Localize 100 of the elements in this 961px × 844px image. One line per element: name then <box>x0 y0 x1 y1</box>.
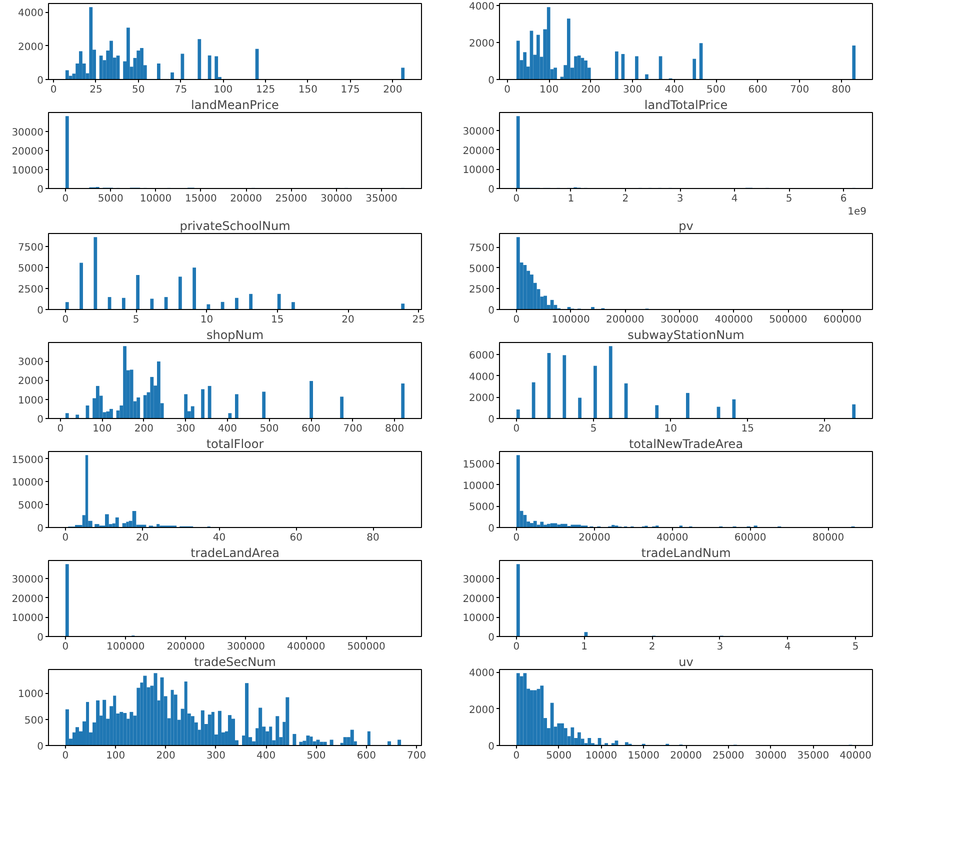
x-tick-label: 500 <box>706 84 726 96</box>
x-tick-label: 500 <box>306 750 326 762</box>
x-tick-label: 600000 <box>823 314 862 326</box>
y-tick-label: 0 <box>37 524 44 534</box>
x-tick-label: 40000 <box>656 532 688 544</box>
x-tick-label: 80000 <box>812 532 844 544</box>
x-tick-label: 100 <box>92 424 112 434</box>
x-tick-label: 5 <box>132 314 140 326</box>
x-tick-label: 35000 <box>366 194 398 204</box>
y-tick-label: 20000 <box>462 146 494 157</box>
y-tick-label: 7500 <box>469 243 495 254</box>
x-tick-label: 400 <box>664 84 684 96</box>
x-tick-label: 25000 <box>275 194 308 204</box>
y-tick-label: 0 <box>37 414 44 426</box>
x-tick-label: 3 <box>676 194 684 204</box>
x-tick-label: 100 <box>214 84 233 96</box>
x-tick-label: 75 <box>174 84 188 96</box>
y-tick-label: 0 <box>488 742 495 752</box>
y-tick-label: 0 <box>37 184 44 196</box>
x-tick-label: 600 <box>301 424 321 434</box>
x-tick-label: 15000 <box>628 750 660 762</box>
x-tick-label: 300 <box>623 84 642 96</box>
x-tick-label: 40000 <box>840 750 872 762</box>
x-tick-label: 100 <box>539 84 559 96</box>
y-tick-label: 5000 <box>469 502 495 514</box>
x-tick-label: 60000 <box>734 532 766 544</box>
y-tick-label: 0 <box>37 306 44 316</box>
x-tick-label: 700 <box>343 424 362 434</box>
y-tick-label: 5000 <box>469 264 495 275</box>
x-tick-label: 200 <box>156 750 176 762</box>
x-tick-label: 200000 <box>606 314 644 326</box>
x-tick-label: 40 <box>212 532 226 544</box>
x-tick-label: 700 <box>790 84 810 96</box>
x-tick-label: 800 <box>832 84 851 96</box>
x-tick-label: 100000 <box>106 642 145 652</box>
x-tick-label: 10 <box>664 424 677 434</box>
y-tick-label: 10000 <box>462 480 494 492</box>
x-tick-label: 5000 <box>98 194 124 204</box>
x-tick-label: 25 <box>412 314 426 326</box>
x-tick-label: 5000 <box>546 750 572 762</box>
x-tick-label: 0 <box>513 194 520 204</box>
x-tick-label: 5 <box>852 642 859 652</box>
x-tick-label: 0 <box>50 84 57 96</box>
chart-title: privateSchoolNum <box>180 219 290 233</box>
text: 1e9 <box>848 206 867 218</box>
x-tick-label: 150 <box>298 84 318 96</box>
x-tick-label: 0 <box>513 642 520 652</box>
chart-title: uv <box>678 655 694 669</box>
x-tick-label: 0 <box>513 532 520 544</box>
y-tick-label: 30000 <box>462 126 494 138</box>
x-tick-label: 400000 <box>714 314 753 326</box>
x-tick-label: 6 <box>840 194 847 204</box>
x-tick-label: 400 <box>218 424 238 434</box>
x-tick-label: 20000 <box>230 194 262 204</box>
x-tick-label: 20 <box>818 424 832 434</box>
x-tick-label: 4 <box>731 194 738 204</box>
x-tick-label: 10000 <box>140 194 172 204</box>
x-tick-label: 5 <box>786 194 792 204</box>
y-tick-label: 4000 <box>469 2 495 13</box>
x-tick-label: 300 <box>176 424 196 434</box>
x-tick-label: 15 <box>271 314 284 326</box>
y-tick-label: 0 <box>488 184 495 196</box>
y-tick-label: 2500 <box>469 284 495 296</box>
x-tick-label: 175 <box>340 84 360 96</box>
y-tick-label: 5000 <box>18 500 44 512</box>
y-tick-label: 10000 <box>12 478 44 489</box>
chart-title: totalFloor <box>206 437 264 451</box>
y-tick-label: 7500 <box>18 242 44 254</box>
y-tick-label: 0 <box>488 414 495 426</box>
y-tick-label: 2500 <box>18 284 44 296</box>
y-tick-label: 4000 <box>18 8 44 20</box>
y-tick-label: 4000 <box>469 668 495 680</box>
x-tick-label: 0 <box>504 84 510 96</box>
x-tick-label: 10 <box>200 314 214 326</box>
y-tick-label: 20000 <box>12 146 44 158</box>
x-tick-label: 200 <box>581 84 600 96</box>
chart-title: tradeLandArea <box>190 546 280 560</box>
x-tick-label: 0 <box>62 532 69 544</box>
y-tick-label: 500 <box>24 715 44 726</box>
y-tick-label: 1000 <box>18 395 44 406</box>
chart-title: pv <box>678 219 694 233</box>
y-tick-label: 6000 <box>469 350 495 362</box>
x-tick-label: 0 <box>62 642 69 652</box>
y-tick-label: 3000 <box>18 357 44 368</box>
x-tick-label: 200 <box>134 424 154 434</box>
x-tick-label: 0 <box>513 424 520 434</box>
y-tick-label: 0 <box>488 306 495 316</box>
x-tick-label: 400000 <box>287 642 326 652</box>
x-tick-label: 15000 <box>185 194 217 204</box>
y-tick-label: 30000 <box>462 574 494 586</box>
x-tick-label: 0 <box>57 424 64 434</box>
x-tick-label: 200 <box>383 84 402 96</box>
chart-title: totalNewTradeArea <box>628 437 744 451</box>
x-tick-label: 5 <box>590 424 597 434</box>
chart-title: tradeSecNum <box>194 655 276 669</box>
x-tick-label: 20 <box>342 314 354 326</box>
y-tick-label: 2000 <box>18 376 44 388</box>
x-tick-label: 30000 <box>320 194 352 204</box>
x-tick-label: 600 <box>748 84 768 96</box>
x-tick-label: 500 <box>260 424 279 434</box>
